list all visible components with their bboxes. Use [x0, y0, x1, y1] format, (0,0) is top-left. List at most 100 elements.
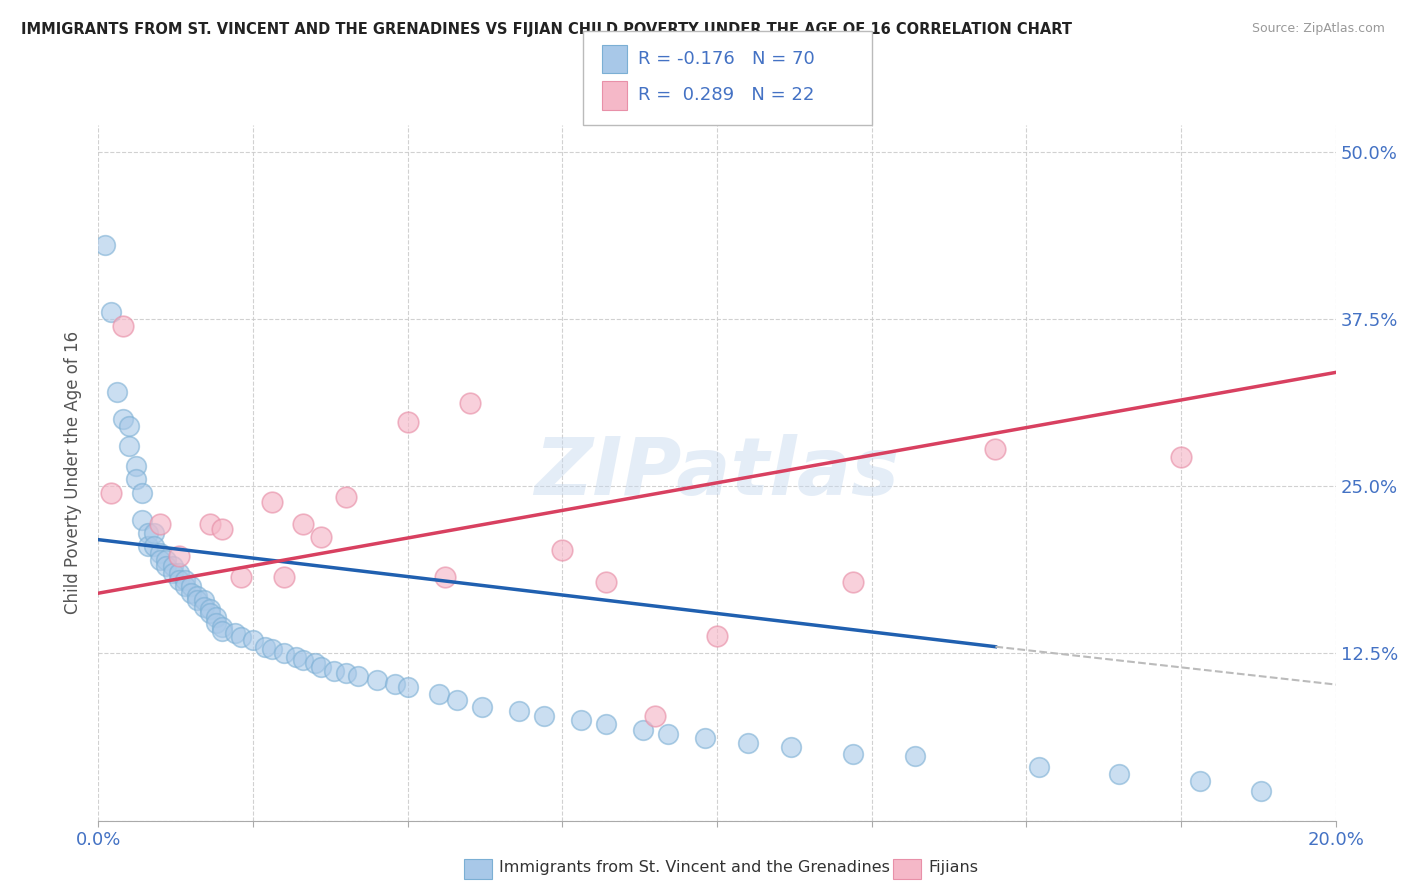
Point	[273, 646, 295, 660]
Point	[105, 385, 128, 400]
Text: R =  0.289   N = 22: R = 0.289 N = 22	[638, 87, 814, 104]
Point	[136, 526, 159, 541]
Point	[136, 539, 159, 553]
Point	[984, 442, 1007, 456]
Point	[309, 660, 332, 674]
Point	[167, 566, 190, 581]
Point	[100, 305, 122, 319]
Point	[211, 624, 233, 638]
Point	[167, 573, 190, 587]
Point	[309, 530, 332, 544]
Point	[322, 664, 344, 678]
Point	[569, 714, 592, 728]
Point	[706, 629, 728, 643]
Point	[335, 490, 357, 504]
Point	[595, 575, 617, 590]
Point	[366, 673, 388, 688]
Point	[229, 630, 252, 644]
Point	[112, 318, 135, 333]
Point	[471, 699, 494, 714]
Point	[595, 717, 617, 731]
Text: ZIPatlas: ZIPatlas	[534, 434, 900, 512]
Point	[273, 570, 295, 584]
Text: Fijians: Fijians	[928, 860, 979, 874]
Point	[842, 747, 865, 761]
Point	[657, 726, 679, 740]
Point	[155, 559, 177, 574]
Point	[396, 415, 419, 429]
Point	[1250, 784, 1272, 798]
Text: R = -0.176   N = 70: R = -0.176 N = 70	[638, 50, 815, 68]
Point	[1188, 773, 1211, 788]
Point	[631, 723, 654, 737]
Point	[174, 573, 197, 587]
Point	[162, 559, 184, 574]
Point	[291, 516, 314, 531]
Point	[780, 740, 803, 755]
Point	[644, 709, 666, 723]
Point	[433, 570, 456, 584]
Point	[193, 599, 215, 614]
Point	[242, 633, 264, 648]
Point	[1108, 766, 1130, 781]
Point	[198, 607, 221, 621]
Point	[180, 580, 202, 594]
Point	[118, 439, 141, 453]
Point	[304, 656, 326, 670]
Point	[124, 473, 146, 487]
Point	[186, 592, 208, 607]
Point	[842, 575, 865, 590]
Point	[458, 396, 481, 410]
Point	[124, 459, 146, 474]
Point	[260, 495, 283, 509]
Point	[193, 592, 215, 607]
Point	[446, 693, 468, 707]
Point	[180, 586, 202, 600]
Point	[155, 552, 177, 567]
Point	[335, 666, 357, 681]
Point	[229, 570, 252, 584]
Point	[551, 543, 574, 558]
Point	[205, 615, 228, 630]
Point	[396, 680, 419, 694]
Point	[1028, 760, 1050, 774]
Point	[118, 419, 141, 434]
Point	[211, 620, 233, 634]
Point	[186, 589, 208, 603]
Point	[112, 412, 135, 426]
Text: IMMIGRANTS FROM ST. VINCENT AND THE GRENADINES VS FIJIAN CHILD POVERTY UNDER THE: IMMIGRANTS FROM ST. VINCENT AND THE GREN…	[21, 22, 1073, 37]
Point	[224, 626, 246, 640]
Point	[149, 546, 172, 560]
Y-axis label: Child Poverty Under the Age of 16: Child Poverty Under the Age of 16	[65, 331, 83, 615]
Point	[904, 749, 927, 764]
Point	[211, 522, 233, 536]
Text: Source: ZipAtlas.com: Source: ZipAtlas.com	[1251, 22, 1385, 36]
Point	[100, 485, 122, 500]
Point	[347, 669, 370, 683]
Point	[427, 687, 450, 701]
Point	[198, 602, 221, 616]
Point	[93, 238, 115, 252]
Point	[131, 512, 153, 526]
Point	[1170, 450, 1192, 464]
Point	[291, 653, 314, 667]
Point	[533, 709, 555, 723]
Point	[693, 731, 716, 745]
Point	[143, 526, 166, 541]
Point	[162, 566, 184, 581]
Point	[167, 549, 190, 563]
Point	[205, 610, 228, 624]
Point	[131, 485, 153, 500]
Point	[254, 640, 277, 654]
Text: Immigrants from St. Vincent and the Grenadines: Immigrants from St. Vincent and the Gren…	[499, 860, 890, 874]
Point	[260, 642, 283, 657]
Point	[174, 580, 197, 594]
Point	[285, 650, 308, 665]
Point	[508, 704, 530, 718]
Point	[149, 552, 172, 567]
Point	[737, 736, 759, 750]
Point	[149, 516, 172, 531]
Point	[143, 539, 166, 553]
Point	[198, 516, 221, 531]
Point	[384, 677, 406, 691]
